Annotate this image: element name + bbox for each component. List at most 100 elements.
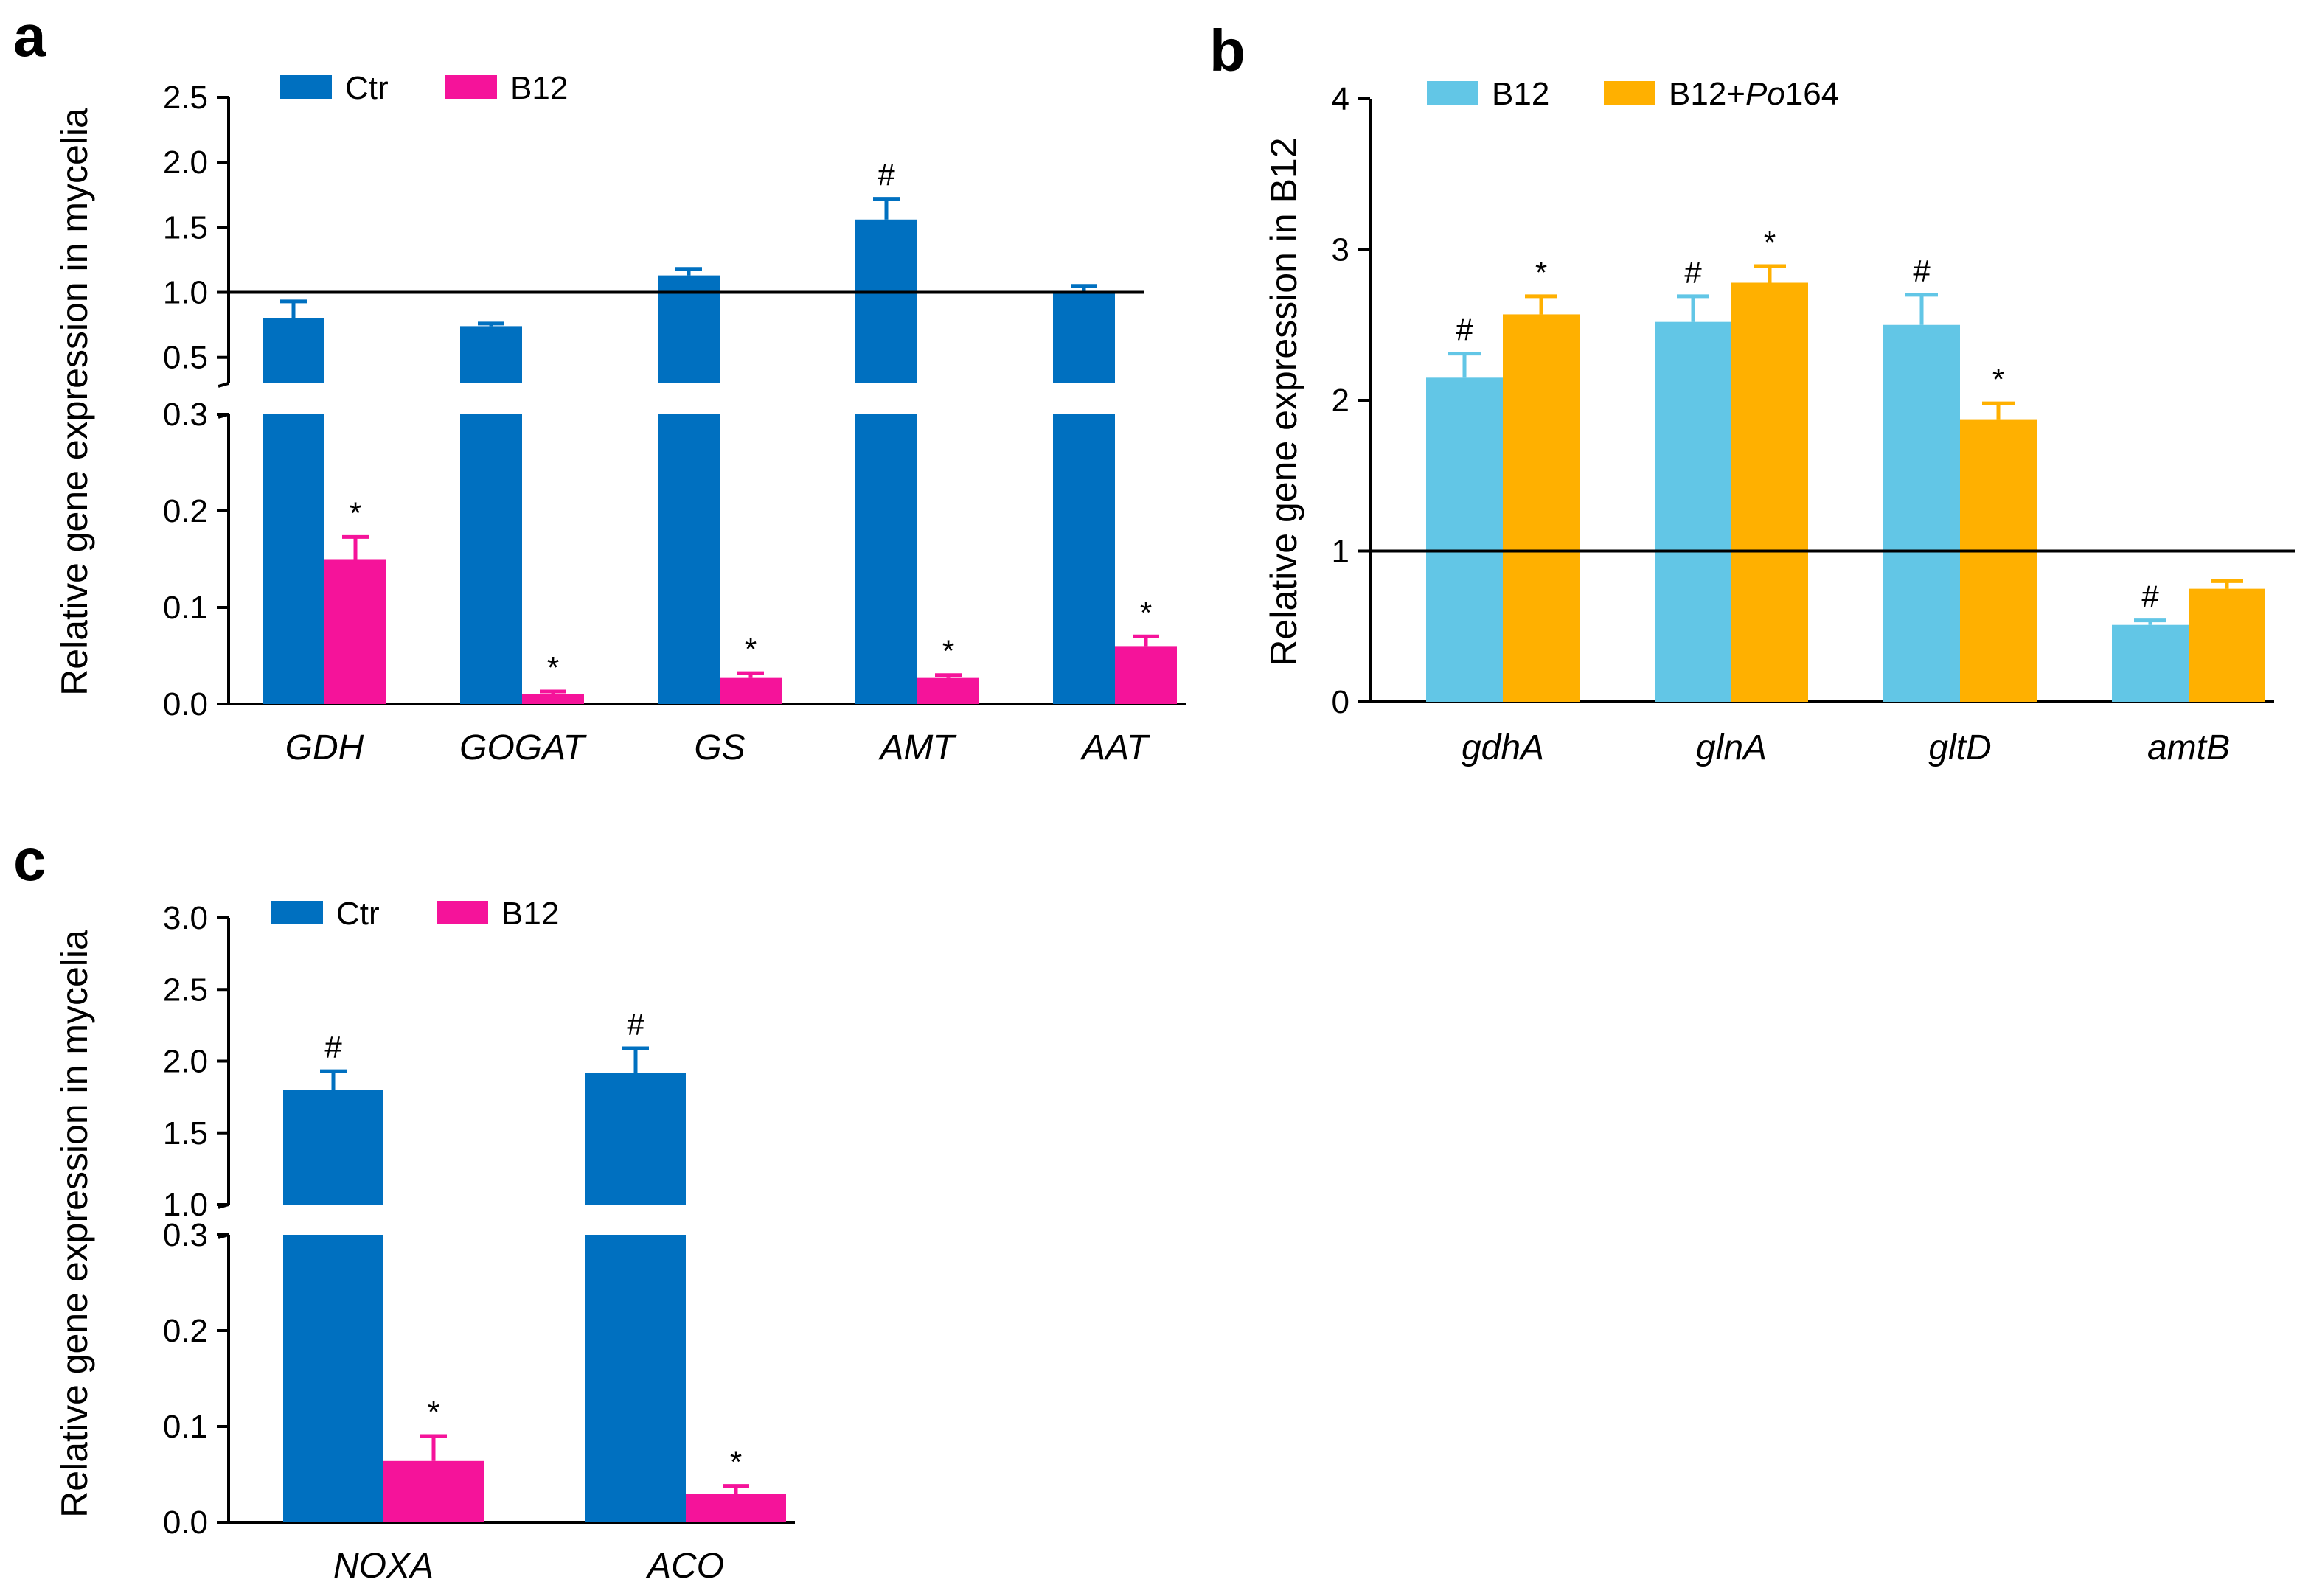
y-tick-label: 2 [1332,383,1349,419]
bar-b12po164-gltd [1960,419,2037,702]
y-tick-label: 1.5 [163,209,208,245]
panel-label-b: b [1209,18,1245,83]
bar-ctr-lower-gs [658,414,720,704]
y-tick-label: 0.2 [163,1313,208,1349]
panel-a-chart: 0.0 0.1 0.2 0.3 0.5 1.0 1.5 2.0 2.5 * GDH * GOGAT * GS… [54,70,1186,767]
legend-label: B12 [501,896,559,932]
bar-b12-aat [1115,646,1177,704]
legend-swatch-ctr [280,75,332,99]
legend-label: B12 [510,70,568,106]
bar-b12po164-amtb [2189,588,2265,702]
y-tick-label: 4 [1332,81,1349,117]
panel-c-chart: 0.0 0.1 0.2 0.31.0 1.5 2.0 2.5 3.0 # * NOXA # * ACO Re… [54,896,795,1586]
bar-b12-gdha [1426,377,1503,702]
legend-label: Ctr [345,70,389,106]
y-tick-label: 1.0 [163,275,208,311]
x-tick-label-gdha: gdhA [1462,728,1544,767]
significance-mark: * [1140,595,1152,630]
significance-mark: # [878,158,895,192]
bar-ctr-upper-amt [855,219,917,383]
bar-ctr-lower-noxa [283,1235,383,1522]
legend-label: B12 [1492,76,1549,112]
bar-b12-glna [1655,321,1731,702]
bar-b12-amtb [2112,624,2189,702]
significance-mark: * [1535,255,1547,290]
bar-b12-gs [720,677,782,704]
y-axis-label: Relative gene expression in B12 [1263,137,1304,666]
significance-mark: # [1456,313,1473,347]
significance-mark: * [1764,225,1776,259]
y-axis-label: Relative gene expression in mycelia [54,930,95,1518]
x-tick-label-noxa: NOXA [333,1547,434,1586]
x-tick-label-aco: ACO [645,1547,724,1586]
bar-b12-amt [917,677,979,704]
panel-label-c: c [13,827,46,893]
legend-swatch-b12 [445,75,497,99]
y-tick-label: 0.1 [163,1409,208,1445]
significance-mark: * [745,632,757,666]
bar-ctr-upper-gogat [460,326,522,383]
x-tick-label-gltd: gltD [1928,728,1991,767]
y-tick-label: 0.0 [163,1505,208,1541]
y-tick-label: 0 [1332,684,1349,720]
bar-ctr-upper-gdh [263,318,324,383]
x-tick-label-gdh: GDH [285,728,364,767]
x-tick-label-glna: glnA [1696,728,1767,767]
y-tick-label: 2.5 [163,972,208,1008]
y-axis-label: Relative gene expression in mycelia [54,108,95,696]
legend-label-combined: B12+Po164 [1669,76,1839,112]
bar-ctr-lower-aco [585,1235,686,1522]
bar-ctr-lower-aat [1053,414,1115,704]
axis-break-mark [218,382,229,388]
y-tick-label: 0.3 [163,397,208,433]
significance-mark: * [942,634,954,669]
x-tick-label-amtb: amtB [2147,728,2230,767]
x-tick-label-aat: AAT [1080,728,1150,767]
significance-mark: # [324,1030,342,1064]
x-tick-label-gs: GS [694,728,745,767]
legend-swatch-ctr [271,901,323,924]
y-tick-label: 2.0 [163,1044,208,1080]
legend-swatch-b12po164 [1604,81,1655,105]
y-tick-label: 0.2 [163,493,208,529]
legend-swatch-b12 [1427,81,1478,105]
bar-ctr-lower-gogat [460,414,522,704]
bar-ctr-lower-amt [855,414,917,704]
y-tick-label: 1.0 [163,1187,208,1223]
y-tick-label: 0.5 [163,340,208,376]
panel-label-a: a [13,3,46,69]
bar-b12-noxa [383,1460,484,1522]
significance-mark: * [1992,362,2004,397]
bar-b12-gltd [1883,324,1960,702]
y-tick-label: 2.5 [163,80,208,116]
bar-ctr-upper-aco [585,1073,686,1205]
bar-b12-aco [686,1494,786,1522]
bar-ctr-upper-noxa [283,1090,383,1205]
x-tick-label-gogat: GOGAT [459,728,587,767]
bar-ctr-lower-gdh [263,414,324,704]
significance-mark: * [547,650,559,685]
bar-b12-gogat [522,694,584,704]
y-tick-label: 2.0 [163,144,208,181]
significance-mark: # [2141,579,2159,614]
bar-b12po164-glna [1731,282,1808,702]
significance-mark: * [730,1445,742,1480]
y-tick-label: 0.0 [163,686,208,722]
legend-label-part: 164 [1785,76,1839,112]
legend-swatch-b12 [437,901,488,924]
significance-mark: * [350,495,361,530]
y-tick-label: 0.3 [163,1217,208,1253]
legend-label: Ctr [336,896,380,932]
panel-b-chart: 0 1 2 3 4 # * gdhA # * glnA # * gltD # amtB Relative gen… [1263,76,2295,767]
bar-ctr-upper-aat [1053,292,1115,383]
legend-label-part: Po [1745,76,1785,112]
y-tick-label: 3.0 [163,900,208,936]
legend-label-part: B12+ [1669,76,1745,112]
significance-mark: * [428,1395,439,1429]
y-tick-label: 1 [1332,534,1349,570]
y-tick-label: 1.5 [163,1115,208,1151]
significance-mark: # [1913,254,1931,288]
x-tick-label-amt: AMT [878,728,957,767]
significance-mark: # [627,1007,644,1042]
